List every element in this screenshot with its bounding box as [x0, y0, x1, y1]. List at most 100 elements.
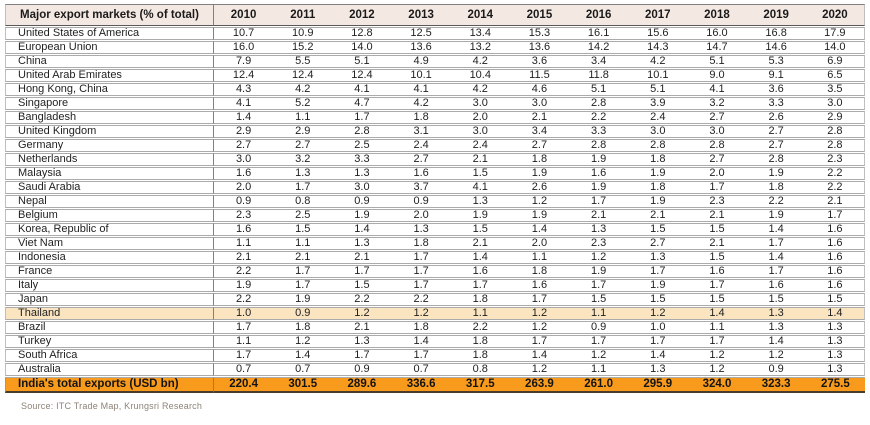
export-markets-table: Major export markets (% of total) 2010 20… [5, 3, 865, 394]
year-column-header: 2011 [273, 4, 333, 26]
value-cell: 0.9 [273, 307, 333, 320]
value-cell: 1.2 [687, 349, 747, 362]
value-cell: 1.4 [214, 111, 274, 124]
value-cell: 5.1 [628, 83, 688, 96]
value-cell: 2.1 [214, 251, 274, 264]
value-cell: 0.9 [569, 321, 629, 334]
value-cell: 13.6 [391, 41, 451, 54]
value-cell: 4.2 [450, 83, 510, 96]
table-row: Australia 0.7 0.7 0.9 0.7 0.8 1.2 1.1 1.3 1.2 0.9 1… [5, 363, 865, 376]
total-value-cell: 220.4 [214, 377, 274, 393]
value-cell: 1.8 [450, 349, 510, 362]
value-cell: 2.2 [214, 293, 274, 306]
value-cell: 2.9 [805, 111, 865, 124]
value-cell: 1.3 [805, 363, 865, 376]
value-cell: 2.1 [450, 237, 510, 250]
value-cell: 1.6 [214, 223, 274, 236]
value-cell: 1.4 [450, 251, 510, 264]
value-cell: 2.8 [805, 139, 865, 152]
value-cell: 2.0 [391, 209, 451, 222]
value-cell: 1.3 [332, 167, 392, 180]
value-cell: 0.9 [391, 195, 451, 208]
value-cell: 1.7 [687, 181, 747, 194]
value-cell: 2.1 [687, 209, 747, 222]
country-name-cell: Hong Kong, China [5, 83, 214, 96]
value-cell: 3.4 [569, 55, 629, 68]
value-cell: 2.8 [332, 125, 392, 138]
value-cell: 3.1 [391, 125, 451, 138]
value-cell: 15.2 [273, 41, 333, 54]
value-cell: 4.9 [391, 55, 451, 68]
table-body: United States of America 10.7 10.9 12.8 12.5… [5, 27, 865, 376]
table-title: Major export markets (% of total) [5, 4, 214, 26]
value-cell: 1.7 [273, 181, 333, 194]
value-cell: 1.6 [450, 265, 510, 278]
total-value-cell: 324.0 [687, 377, 747, 393]
value-cell: 4.2 [628, 55, 688, 68]
value-cell: 1.6 [805, 223, 865, 236]
year-column-header: 2020 [805, 4, 865, 26]
value-cell: 5.1 [687, 55, 747, 68]
value-cell: 1.5 [569, 293, 629, 306]
value-cell: 1.2 [569, 251, 629, 264]
value-cell: 4.2 [273, 83, 333, 96]
value-cell: 2.0 [509, 237, 570, 250]
value-cell: 1.3 [746, 307, 806, 320]
value-cell: 2.8 [569, 139, 629, 152]
value-cell: 1.9 [746, 209, 806, 222]
value-cell: 1.9 [628, 279, 688, 292]
value-cell: 0.7 [273, 363, 333, 376]
total-label-cell: India's total exports (USD bn) [5, 377, 214, 393]
value-cell: 1.4 [628, 349, 688, 362]
value-cell: 3.5 [805, 83, 865, 96]
value-cell: 0.9 [332, 195, 392, 208]
value-cell: 12.8 [332, 27, 392, 40]
value-cell: 1.7 [273, 265, 333, 278]
value-cell: 13.2 [450, 41, 510, 54]
value-cell: 2.2 [332, 293, 392, 306]
table-row: Nepal 0.9 0.8 0.9 0.9 1.3 1.2 1.7 1.9 2.3 2.2 2.1 [5, 195, 865, 208]
value-cell: 2.4 [628, 111, 688, 124]
value-cell: 1.9 [569, 153, 629, 166]
country-name-cell: Netherlands [5, 153, 214, 166]
value-cell: 1.8 [628, 181, 688, 194]
value-cell: 2.1 [687, 237, 747, 250]
value-cell: 4.3 [214, 83, 274, 96]
table-row: Belgium 2.3 2.5 1.9 2.0 1.9 1.9 2.1 2.1 2.1 1.9 1.7 [5, 209, 865, 222]
value-cell: 1.7 [391, 279, 451, 292]
country-name-cell: Germany [5, 139, 214, 152]
value-cell: 1.7 [450, 279, 510, 292]
table-row: United Kingdom 2.9 2.9 2.8 3.1 3.0 3.4 3.3 3.0 3.… [5, 125, 865, 138]
table-row: South Africa 1.7 1.4 1.7 1.7 1.8 1.4 1.2 1.4 1.2 1… [5, 349, 865, 362]
value-cell: 2.2 [214, 265, 274, 278]
value-cell: 1.7 [391, 349, 451, 362]
value-cell: 3.0 [805, 97, 865, 110]
value-cell: 1.4 [746, 223, 806, 236]
value-cell: 1.6 [509, 279, 570, 292]
value-cell: 2.2 [746, 195, 806, 208]
table-row: Korea, Republic of 1.6 1.5 1.4 1.3 1.5 1.4 1.3 1… [5, 223, 865, 236]
value-cell: 1.9 [569, 181, 629, 194]
value-cell: 2.7 [391, 153, 451, 166]
year-column-header: 2019 [746, 4, 806, 26]
report-table-page: Major export markets (% of total) 2010 20… [5, 3, 865, 411]
value-cell: 2.3 [214, 209, 274, 222]
value-cell: 4.1 [332, 83, 392, 96]
value-cell: 3.7 [391, 181, 451, 194]
value-cell: 12.4 [332, 69, 392, 82]
value-cell: 0.9 [746, 363, 806, 376]
country-name-cell: Indonesia [5, 251, 214, 264]
country-name-cell: China [5, 55, 214, 68]
value-cell: 0.7 [391, 363, 451, 376]
year-column-header: 2017 [628, 4, 688, 26]
country-name-cell: United Arab Emirates [5, 69, 214, 82]
value-cell: 14.0 [805, 41, 865, 54]
value-cell: 1.9 [450, 209, 510, 222]
value-cell: 3.4 [509, 125, 570, 138]
value-cell: 6.5 [805, 69, 865, 82]
value-cell: 1.6 [805, 279, 865, 292]
value-cell: 2.6 [509, 181, 570, 194]
value-cell: 0.8 [273, 195, 333, 208]
value-cell: 1.7 [214, 349, 274, 362]
value-cell: 1.4 [273, 349, 333, 362]
